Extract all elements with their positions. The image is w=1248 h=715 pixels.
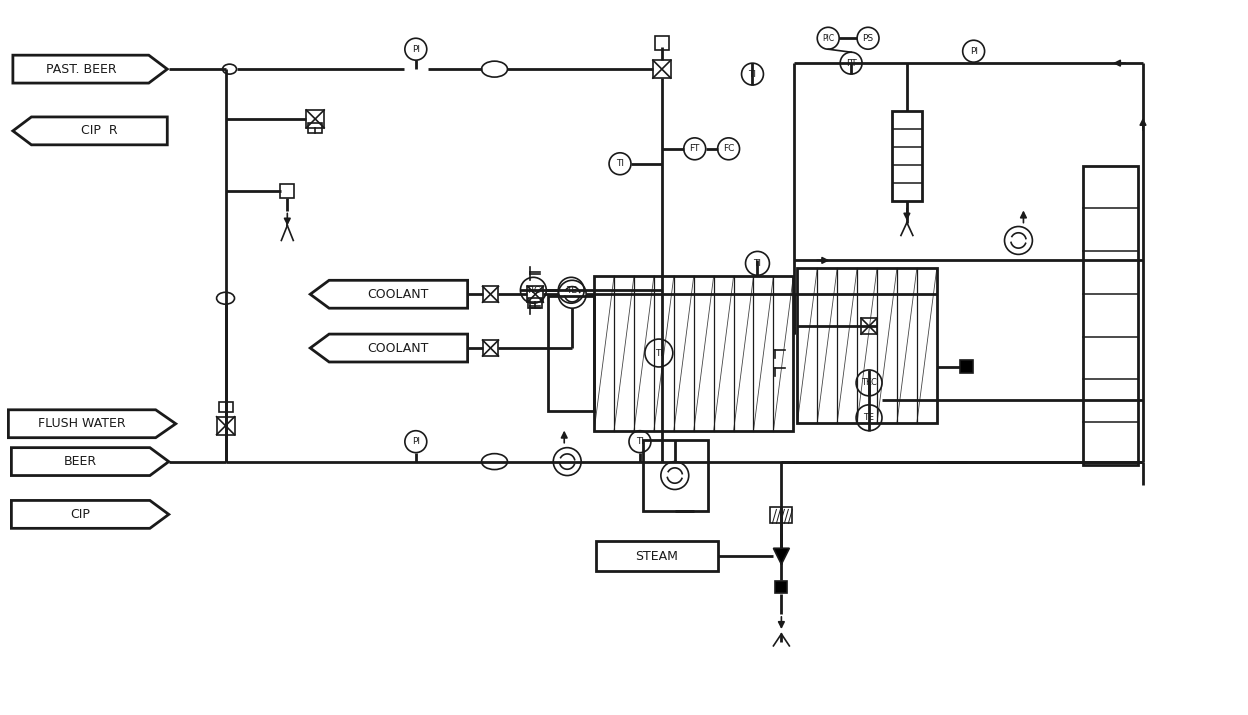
Text: COOLANT: COOLANT [368,342,429,355]
Bar [643,440,708,511]
Bar [483,340,498,356]
Bar [892,111,922,201]
Bar [483,286,498,302]
Bar [217,417,235,435]
Polygon shape [774,548,789,564]
Text: COOLANT: COOLANT [368,287,429,301]
Bar [528,298,543,308]
Text: TIC: TIC [527,286,540,295]
Text: PS: PS [862,34,874,43]
Text: TI: TI [655,348,663,358]
Text: TI: TI [749,69,756,79]
Text: CIP: CIP [71,508,91,521]
Text: TKC: TKC [861,378,877,388]
Text: FT: FT [690,144,700,153]
Bar [655,36,669,50]
Bar [597,541,718,571]
Bar [306,110,324,128]
Bar [653,60,671,78]
Bar [861,318,877,334]
Bar [770,508,792,523]
Bar [308,123,322,133]
Bar [797,268,937,423]
Text: CIP  R: CIP R [81,124,117,137]
Bar [960,360,973,373]
Text: TI: TI [617,159,624,168]
Text: PI: PI [412,45,419,54]
Text: TI: TI [754,259,761,268]
Text: PAST. BEER: PAST. BEER [45,63,116,76]
Bar [548,296,594,411]
Text: FLUSH WATER: FLUSH WATER [39,418,126,430]
Bar [775,581,787,593]
Text: BEER: BEER [64,455,97,468]
Bar [594,276,794,430]
Text: PIC: PIC [822,34,834,43]
Text: PT: PT [846,59,856,68]
Text: TI: TI [636,437,644,446]
Bar [1083,166,1138,465]
Text: FC: FC [723,144,734,153]
Bar [218,402,232,412]
Text: STEAM: STEAM [635,550,679,563]
Text: PI: PI [412,437,419,446]
Bar [528,286,543,302]
Text: PI: PI [970,46,977,56]
Text: TE: TE [565,286,577,295]
Text: TE: TE [864,413,875,423]
Bar [281,184,295,197]
